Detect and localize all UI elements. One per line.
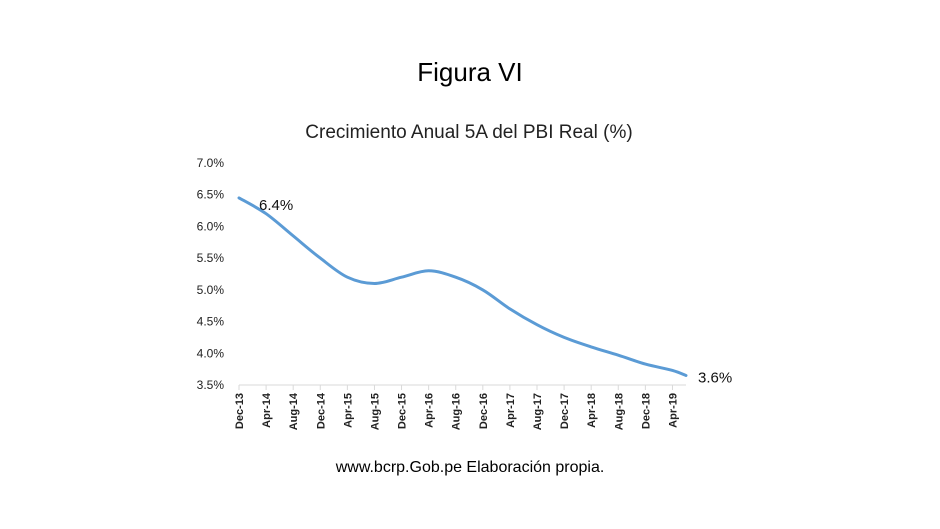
chart-title: Crecimiento Anual 5A del PBI Real (%) xyxy=(305,122,632,143)
y-tick-label: 6.5% xyxy=(197,188,225,202)
x-tick-label: Apr-18 xyxy=(586,393,598,428)
x-tick-label: Dec-16 xyxy=(478,393,490,429)
x-tick-label: Dec-17 xyxy=(559,393,571,429)
x-tick-label: Aug-17 xyxy=(532,393,544,430)
series-line xyxy=(237,196,688,377)
x-tick-label: Apr-16 xyxy=(424,393,436,428)
x-tick-label: Dec-18 xyxy=(640,393,652,429)
y-tick-label: 4.5% xyxy=(197,315,225,329)
y-tick-label: 5.0% xyxy=(197,283,225,297)
plot-series xyxy=(237,196,688,377)
y-tick-label: 3.5% xyxy=(197,378,225,392)
x-tick-label: Apr-17 xyxy=(505,393,517,428)
x-axis-ticks: Dec-13 Apr-14 Aug-14 Dec-14 Apr-15 Aug-15 Dec-… xyxy=(234,385,679,430)
x-tick-label: Aug-16 xyxy=(451,393,463,430)
x-tick-label: Dec-13 xyxy=(234,393,246,429)
data-label: 3.6% xyxy=(698,369,732,386)
data-labels: 6.4% 3.6% xyxy=(259,197,732,387)
x-tick-label: Dec-15 xyxy=(397,393,409,429)
data-label: 6.4% xyxy=(259,197,293,214)
y-tick-label: 5.5% xyxy=(197,251,225,265)
y-tick-label: 6.0% xyxy=(197,219,225,233)
source-note: www.bcrp.Gob.pe Elaboración propia. xyxy=(335,459,605,476)
x-tick-label: Aug-14 xyxy=(288,392,300,430)
x-tick-label: Aug-15 xyxy=(369,393,381,430)
y-axis: 3.5% 4.0% 4.5% 5.0% 5.5% 6.0% 6.5% 7.0% xyxy=(197,156,225,392)
y-tick-label: 7.0% xyxy=(197,156,225,170)
x-tick-label: Dec-14 xyxy=(315,392,327,429)
x-tick-label: Apr-19 xyxy=(667,393,679,428)
y-tick-label: 4.0% xyxy=(197,346,225,360)
figure-title: Figura VI xyxy=(417,57,523,87)
x-tick-label: Apr-15 xyxy=(342,393,354,428)
x-tick-label: Apr-14 xyxy=(261,392,273,428)
x-tick-label: Aug-18 xyxy=(613,393,625,430)
